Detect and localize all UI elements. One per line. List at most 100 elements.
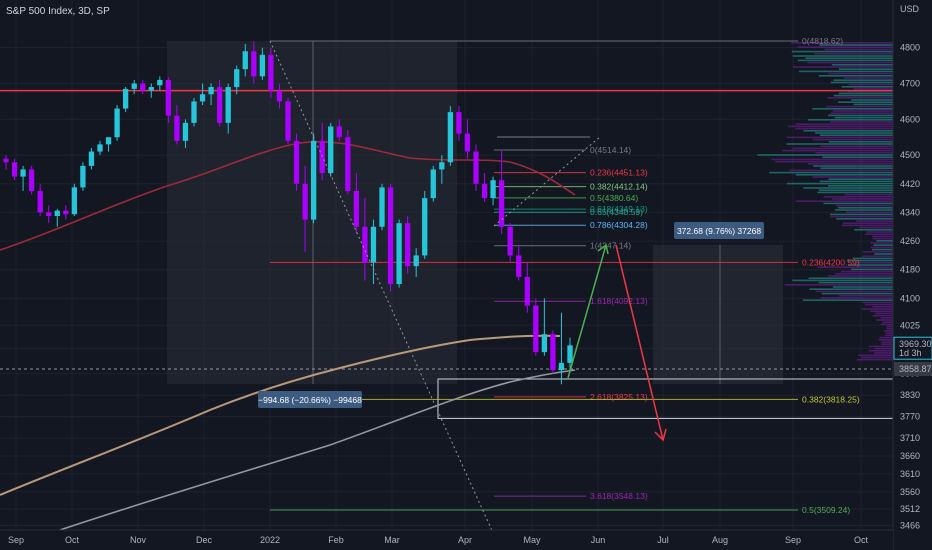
volume-profile-bar (826, 105, 893, 108)
volume-profile-bar (803, 130, 893, 132)
volume-profile-bar (880, 323, 893, 326)
fib-label: 2.618(3825.13) (590, 392, 648, 402)
candles (3, 41, 573, 385)
candle-body (28, 169, 35, 191)
current-price-value: 3969.30 (899, 339, 932, 349)
volume-profile-bar (873, 352, 893, 354)
fib-label: 0.618(4349.13) (590, 204, 648, 214)
candle-body (404, 223, 411, 267)
volume-profile-bar (838, 101, 893, 103)
volume-profile-bar (795, 200, 893, 202)
volume-profile-bar (872, 314, 893, 317)
volume-profile (757, 42, 893, 361)
range-box-right (653, 245, 783, 384)
volume-profile-bar (771, 158, 893, 161)
measure-label-up: 372.68 (9.76%) 37268 (677, 226, 761, 236)
candle-body (251, 51, 257, 77)
volume-profile-bar (861, 308, 893, 310)
candle-body (157, 79, 163, 86)
time-tick-label: Oct (65, 535, 80, 545)
candle-body (567, 345, 573, 363)
volume-profile-bar (830, 121, 893, 123)
volume-profile-bar (807, 61, 893, 64)
volume-profile-bar (852, 257, 893, 260)
fib-label: 0.382(4412.14) (590, 182, 648, 192)
volume-profile-bar (784, 284, 893, 286)
volume-profile-bar (868, 350, 893, 352)
measure-label-down: −994.68 (−20.66%) −99468 (258, 395, 362, 405)
volume-profile-bar (757, 154, 893, 156)
price-tick-label: 3512 (900, 504, 920, 514)
fib-label: 0.5(4380.64) (590, 193, 638, 203)
volume-profile-bar (834, 209, 893, 211)
volume-profile-bar (878, 339, 893, 341)
candle-body (114, 108, 120, 138)
fib-label: 0.382(3818.25) (802, 394, 860, 404)
candle-body (191, 101, 197, 123)
volume-profile-bar (882, 321, 893, 323)
volume-profile-bar (808, 119, 893, 121)
volume-profile-bar (812, 138, 893, 141)
volume-profile-bar (829, 213, 893, 216)
volume-profile-bar (797, 46, 893, 48)
volume-profile-bar (832, 110, 893, 112)
current-price-tag (893, 336, 932, 360)
price-tick-label: 3710 (900, 433, 920, 443)
time-tick-label: Oct (854, 535, 869, 545)
candle-body (387, 187, 394, 285)
volume-profile-bar (786, 143, 893, 145)
volume-profile-bar (881, 343, 893, 345)
price-tick-label: 3610 (900, 469, 920, 479)
price-tick-label: 4500 (900, 150, 920, 160)
candle-body (182, 122, 189, 141)
current-price-countdown: 1d 3h (899, 348, 922, 358)
volume-profile-bar (792, 279, 893, 282)
time-axis-background (0, 530, 893, 550)
candle-body (293, 140, 300, 184)
candle-body (328, 126, 334, 174)
volume-profile-bar (886, 325, 893, 328)
candle-body (268, 54, 274, 91)
volume-profile-bar (808, 277, 893, 279)
volume-profile-bar (824, 48, 893, 51)
candle-body (507, 226, 513, 256)
volume-profile-bar (854, 229, 893, 231)
candle-body (80, 165, 86, 188)
volume-profile-bar (802, 299, 893, 301)
time-axis: Sep Oct Nov Dec 2022 Feb Mar Apr May Jun Jul Aug Sep… (0, 529, 893, 550)
volume-profile-bar (827, 97, 893, 99)
volume-profile-bar (851, 99, 893, 101)
volume-profile-bar (862, 255, 893, 257)
volume-profile-bar (815, 290, 893, 293)
volume-profile-bar (843, 77, 893, 79)
price-tick-label: 4100 (900, 293, 920, 303)
time-tick-label: Dec (196, 535, 213, 545)
volume-profile-bar (871, 235, 893, 238)
candle-body (199, 94, 206, 102)
candle-body (310, 140, 317, 220)
price-tick-label: 3560 (900, 487, 920, 497)
volume-profile-bar (788, 169, 893, 172)
volume-profile-bar (859, 226, 893, 229)
price-tick-label: 3466 (900, 520, 920, 530)
volume-profile-bar (836, 218, 893, 220)
volume-profile-bar (838, 92, 893, 95)
volume-profile-bar (872, 306, 893, 308)
candle-body (336, 126, 342, 138)
volume-profile-bar (795, 123, 893, 125)
volume-profile-bar (868, 345, 893, 348)
volume-profile-bar (846, 259, 893, 262)
time-tick-label: May (523, 535, 541, 545)
volume-profile-bar (837, 207, 893, 209)
volume-profile-bar (856, 220, 893, 222)
candle-body (302, 183, 308, 220)
volume-profile-bar (818, 75, 893, 77)
trend-line-dotted (493, 136, 601, 227)
measure-label-up-bg (674, 222, 764, 239)
volume-profile-bar (820, 145, 893, 147)
volume-profile-bar (881, 341, 893, 343)
fib-label: 1(4247.14) (590, 241, 631, 251)
candle-body (490, 180, 496, 199)
volume-profile-bar (775, 160, 893, 163)
